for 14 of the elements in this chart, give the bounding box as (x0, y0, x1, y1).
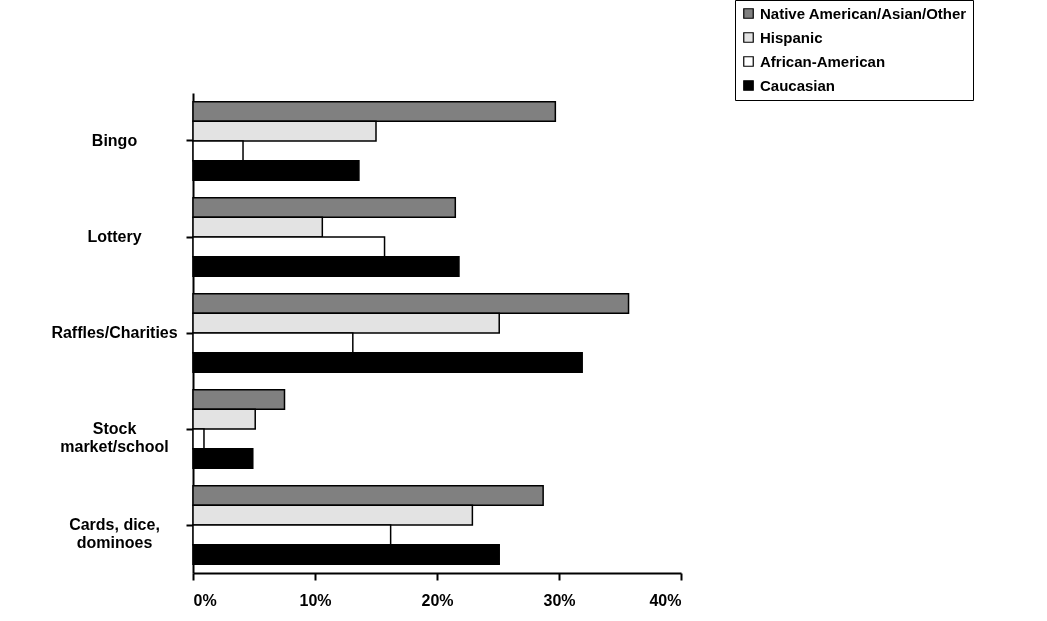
legend-label: Hispanic (760, 28, 823, 46)
y-tick-label: Bingo (91, 132, 138, 149)
y-tick-label: Cards, dice, dominoes (69, 516, 160, 551)
x-tick-label: 20% (421, 591, 454, 609)
legend-label: Native American/Asian/Other (760, 4, 967, 22)
y-tick-label: Raffles/Charities (51, 324, 178, 341)
y-tick-label: Lottery (87, 228, 142, 245)
y-tick-label: Stock market/school (60, 420, 169, 455)
x-tick-label: 40% (649, 591, 682, 609)
x-tick-label: 0% (193, 591, 217, 609)
legend-label: Caucasian (760, 76, 836, 94)
legend-label: African-American (760, 52, 886, 70)
x-tick-label: 10% (299, 591, 332, 609)
x-tick-label: 30% (543, 591, 576, 609)
